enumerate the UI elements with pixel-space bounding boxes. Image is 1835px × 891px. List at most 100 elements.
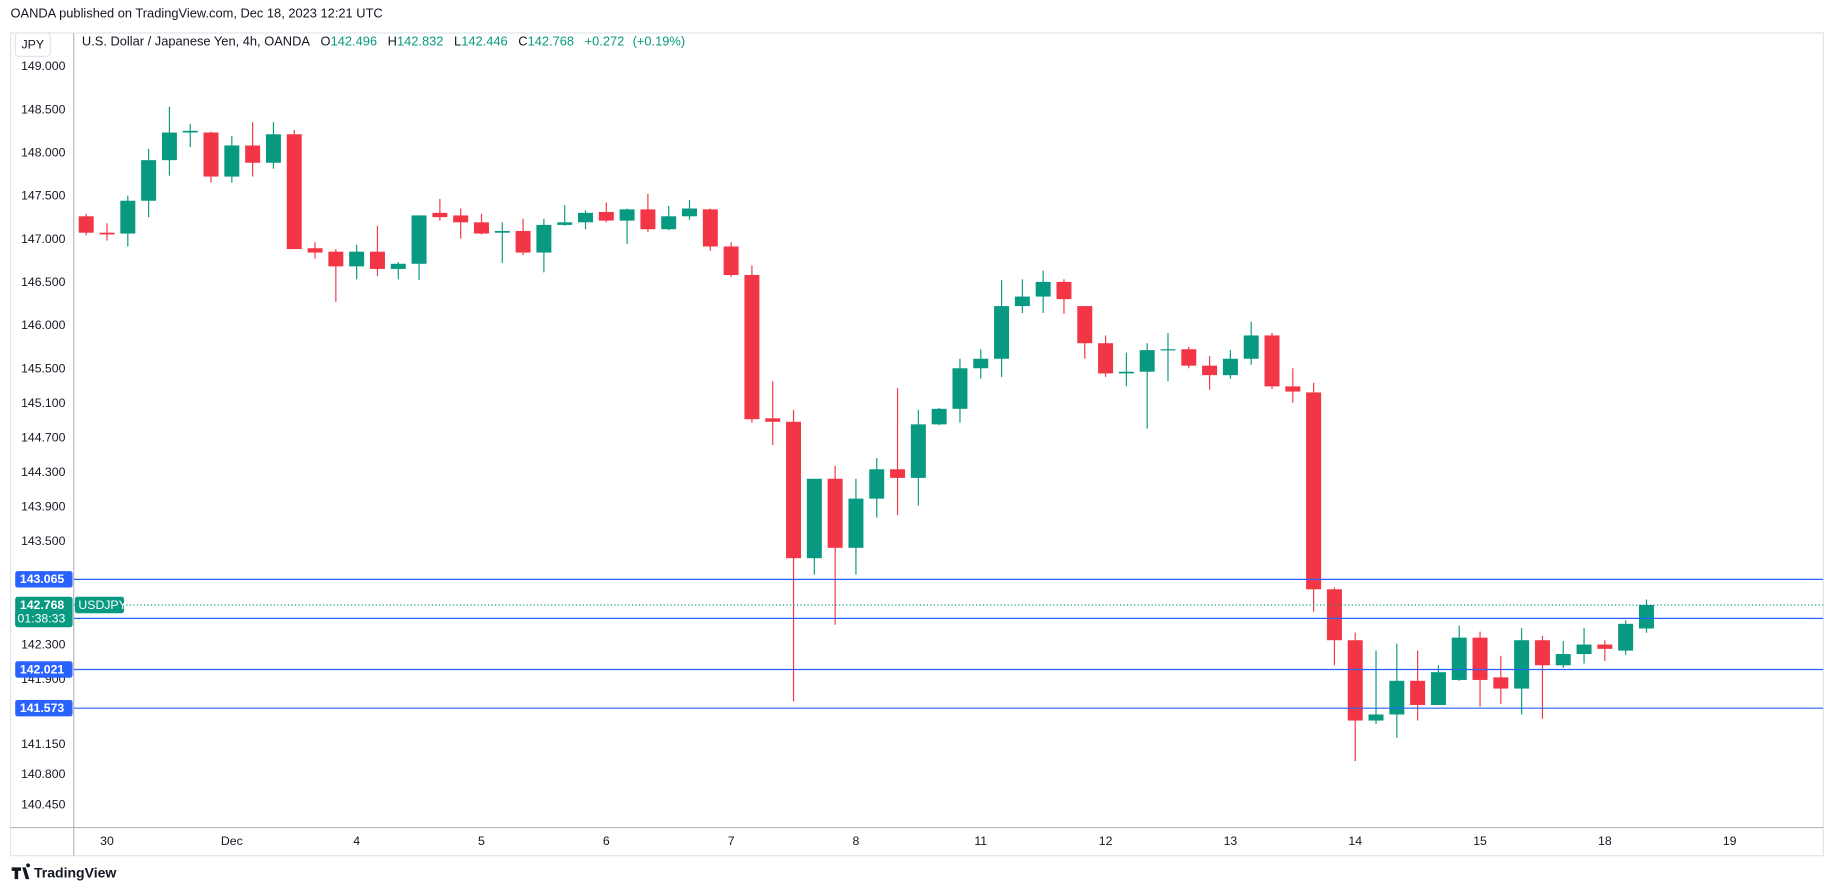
candle-body <box>1326 589 1342 641</box>
x-tick-label: 4 <box>353 834 360 848</box>
candle-body <box>1181 349 1197 366</box>
candle-body <box>1514 640 1530 689</box>
candle-body <box>1638 605 1654 629</box>
candle-body <box>1202 365 1218 376</box>
candle-body <box>78 216 94 233</box>
candle-body <box>994 306 1010 359</box>
y-tick-label: 148.500 <box>21 102 66 116</box>
candle-body <box>1118 371 1134 374</box>
candle-body <box>1098 343 1114 374</box>
candle-body <box>1430 672 1446 705</box>
candle-body <box>1056 281 1072 300</box>
candle-body <box>931 408 947 425</box>
y-tick-label: 143.500 <box>21 534 66 548</box>
candle-body <box>473 222 489 234</box>
x-tick-label: 19 <box>1723 834 1737 848</box>
candle-body <box>848 498 864 548</box>
candle-body <box>1306 392 1322 590</box>
currency-button[interactable] <box>14 32 51 57</box>
candle-body <box>99 232 115 235</box>
candle-body <box>1389 680 1405 715</box>
candle-body <box>1347 640 1363 721</box>
y-tick-label: 145.100 <box>21 396 66 410</box>
y-tick-label: 147.500 <box>21 189 66 203</box>
candle-body <box>973 358 989 369</box>
candle-body <box>1035 281 1051 297</box>
x-tick-label: 12 <box>1099 834 1113 848</box>
candle-body <box>640 209 656 230</box>
legend-change: +0.272 <box>585 34 625 49</box>
candle-body <box>557 222 573 225</box>
level-label-box <box>15 571 73 588</box>
candle-body <box>390 263 406 269</box>
symbol-tag-box <box>74 596 125 614</box>
candle-body <box>245 145 261 163</box>
candle-body <box>182 130 198 133</box>
candle-body <box>806 478 822 559</box>
candle-body <box>1077 306 1093 344</box>
candle-body <box>1472 637 1488 680</box>
x-tick-label: 8 <box>853 834 860 848</box>
y-tick-label: 148.000 <box>21 146 66 160</box>
y-tick-label: 140.800 <box>21 767 66 781</box>
chart-frame <box>9 32 1824 857</box>
candle-body <box>265 134 281 163</box>
candle-body <box>1597 644 1613 649</box>
candle-body <box>1368 714 1384 721</box>
candle-body <box>120 200 136 234</box>
current-price-box <box>15 596 73 628</box>
candle-body <box>1264 335 1280 387</box>
candle-body <box>827 478 843 548</box>
candle-body <box>515 230 531 253</box>
level-label: 142.021 <box>20 662 65 676</box>
y-tick-label: 143.900 <box>21 500 66 514</box>
candle-body <box>890 469 906 478</box>
legend-letter: O <box>321 34 331 49</box>
candle-body <box>1139 350 1155 372</box>
candle-body <box>1555 654 1571 666</box>
candle-body <box>453 215 469 223</box>
legend-close: 142.768 <box>528 34 574 49</box>
candle-body <box>1243 335 1259 359</box>
level-label-box <box>15 699 73 717</box>
legend-title: U.S. Dollar / Japanese Yen, 4h, OANDA <box>82 34 310 49</box>
legend-letter: H <box>388 34 397 49</box>
candle-body <box>869 469 885 499</box>
y-tick-label: 147.000 <box>21 232 66 246</box>
y-tick-label: 146.000 <box>21 318 66 332</box>
y-tick-label: 141.150 <box>21 737 66 751</box>
countdown-label: 01:38:33 <box>18 611 66 625</box>
candle-body <box>328 251 344 267</box>
candle-body <box>744 274 760 420</box>
candle-body <box>1160 349 1176 351</box>
candle-body <box>661 216 677 230</box>
x-tick-label: Dec <box>221 834 243 848</box>
candle-body <box>369 251 385 269</box>
x-tick-label: 5 <box>478 834 485 848</box>
y-tick-label: 146.500 <box>21 275 66 289</box>
x-tick-label: 18 <box>1598 834 1612 848</box>
candle-body <box>224 145 240 177</box>
x-tick-label: 13 <box>1224 834 1238 848</box>
legend-high: 142.832 <box>397 34 443 49</box>
candle-body <box>765 418 781 422</box>
y-tick-label: 142.300 <box>21 638 66 652</box>
plot-area <box>73 106 1824 762</box>
candle-body <box>1618 623 1634 651</box>
candle-body <box>786 421 802 559</box>
candle-body <box>598 211 614 221</box>
candle-body <box>723 246 739 275</box>
y-tick-label: 144.700 <box>21 430 66 444</box>
candle-body <box>952 368 968 409</box>
candle-body <box>1534 640 1550 666</box>
x-tick-label: 7 <box>728 834 735 848</box>
candle-body <box>1222 358 1238 376</box>
level-label: 141.573 <box>20 701 65 715</box>
currency-label: JPY <box>22 38 45 52</box>
footer-brand: TradingView <box>34 865 116 881</box>
symbol-tag: USDJPY <box>78 598 126 612</box>
candle-body <box>578 212 593 223</box>
publish-header: OANDA published on TradingView.com, Dec … <box>11 6 383 21</box>
